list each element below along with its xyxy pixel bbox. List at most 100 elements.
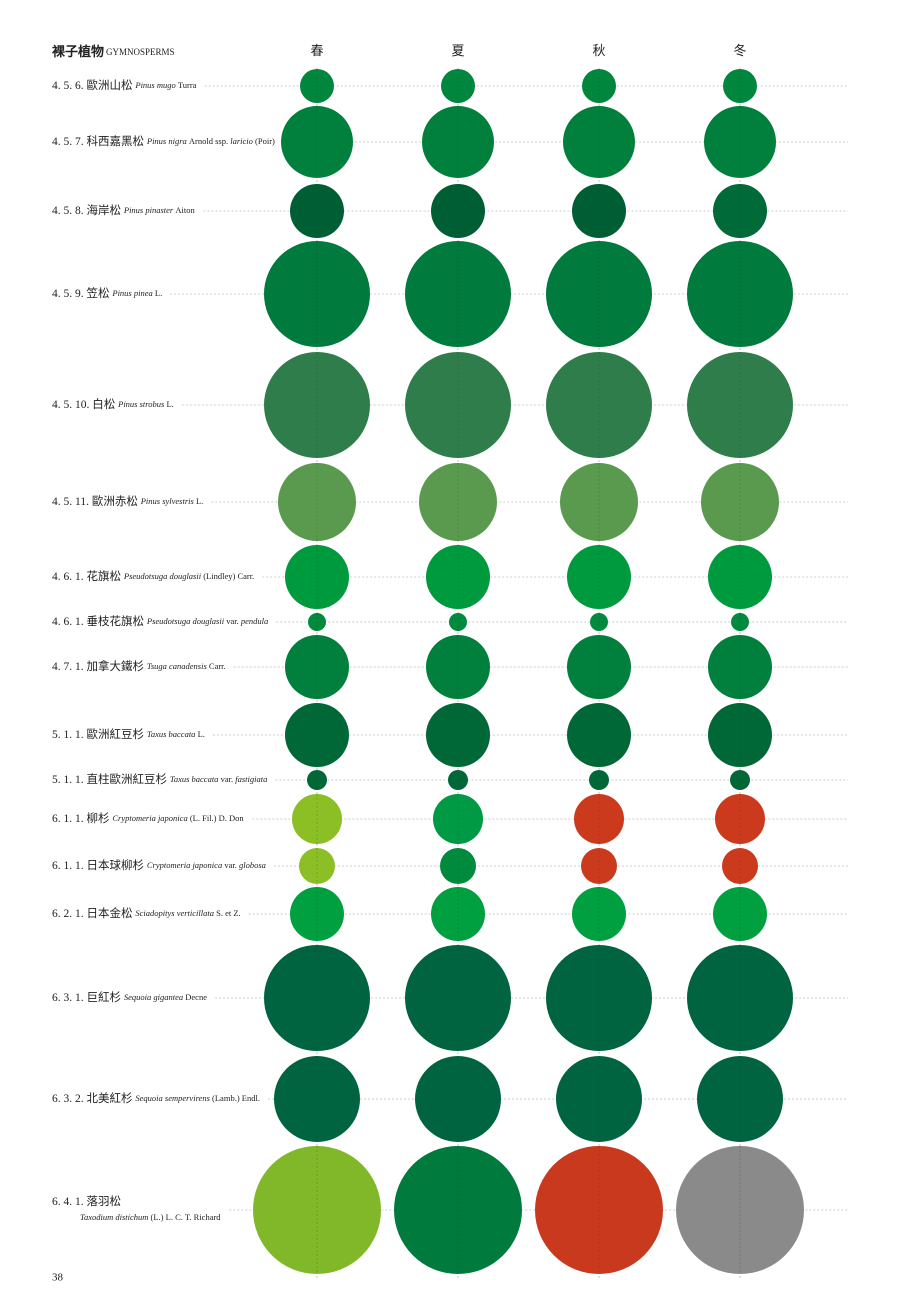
label-part: L. <box>198 729 205 739</box>
tree-circle <box>431 887 485 941</box>
label-part: var. <box>226 616 241 626</box>
tree-circle <box>713 184 767 238</box>
header: 裸子植物 GYMNOSPERMS <box>52 44 175 59</box>
row-label: 6. 3. 2. 北美紅杉 Sequoia sempervirens (Lamb… <box>52 1091 260 1105</box>
row-label: 5. 1. 1. 直柱歐洲紅豆杉 Taxus baccata var. fast… <box>52 772 267 786</box>
tree-circle <box>708 545 772 609</box>
tree-circle <box>285 635 349 699</box>
label-part: Pseudotsuga douglasii <box>123 571 203 581</box>
label-part: var. <box>224 860 239 870</box>
tree-circle <box>715 794 765 844</box>
label-part: globosa <box>239 860 266 870</box>
row-label: Taxodium distichum (L.) L. C. T. Richard <box>80 1212 221 1222</box>
row-label: 4. 6. 1. 垂枝花旗松 Pseudotsuga douglasii var… <box>52 614 268 628</box>
tree-circle <box>731 613 749 631</box>
label-part: Cryptomeria japonica <box>147 860 224 870</box>
label-part: 6. 3. 1. 巨紅杉 <box>52 990 124 1004</box>
label-part: 6. 4. 1. 落羽松 <box>52 1194 121 1208</box>
row-label: 6. 4. 1. 落羽松 <box>52 1194 121 1208</box>
row-label: 4. 5. 11. 歐洲赤松 Pinus sylvestris L. <box>52 494 203 508</box>
tree-circle <box>713 887 767 941</box>
label-part: Sequoia gigantea <box>124 992 185 1002</box>
label-part: Sciadopitys verticillata <box>135 908 216 918</box>
tree-circle <box>426 635 490 699</box>
label-part: 5. 1. 1. 直柱歐洲紅豆杉 <box>52 772 170 786</box>
label-part: 5. 1. 1. 歐洲紅豆杉 <box>52 727 147 741</box>
tree-circle <box>433 794 483 844</box>
label-part: fastigiata <box>235 774 267 784</box>
tree-circle <box>687 945 793 1051</box>
tree-circle <box>687 352 793 458</box>
label-part: 4. 7. 1. 加拿大鐵杉 <box>52 659 147 673</box>
label-part: pendula <box>240 616 268 626</box>
label-part: 4. 5. 9. 笠松 <box>52 286 112 300</box>
label-part: 4. 5. 7. 科西嘉黑松 <box>52 134 147 148</box>
label-part: Pinus mugo <box>134 80 178 90</box>
tree-circle <box>567 545 631 609</box>
tree-circle <box>285 703 349 767</box>
label-part: L. <box>166 399 173 409</box>
tree-circle <box>307 770 327 790</box>
tree-circle <box>285 545 349 609</box>
tree-circle <box>590 613 608 631</box>
tree-circle <box>264 241 370 347</box>
tree-circle <box>556 1056 642 1142</box>
label-part: 6. 3. 2. 北美紅杉 <box>52 1091 135 1105</box>
tree-circle <box>299 848 335 884</box>
tree-circle <box>419 463 497 541</box>
label-part: 4. 5. 8. 海岸松 <box>52 203 124 217</box>
row-label: 4. 5. 7. 科西嘉黑松 Pinus nigra Arnold ssp. l… <box>52 134 275 148</box>
tree-circle <box>431 184 485 238</box>
label-part: 4. 6. 1. 垂枝花旗松 <box>52 614 147 628</box>
label-part: var. <box>221 774 236 784</box>
label-part: Pinus strobus <box>117 399 166 409</box>
tree-circle <box>426 545 490 609</box>
tree-circle <box>567 635 631 699</box>
row-label: 6. 1. 1. 柳杉 Cryptomeria japonica (L. Fil… <box>52 811 244 825</box>
label-part: S. et Z. <box>216 908 241 918</box>
row-label: 4. 5. 10. 白松 Pinus strobus L. <box>52 397 174 411</box>
tree-circle <box>708 703 772 767</box>
tree-circle <box>574 794 624 844</box>
header-title: 裸子植物 <box>52 44 104 59</box>
label-part: Tsuga canadensis <box>147 661 209 671</box>
label-part: Pinus pinaster <box>123 205 175 215</box>
tree-circle <box>281 106 353 178</box>
label-part: Cryptomeria japonica <box>112 813 189 823</box>
season-header: 夏 <box>451 43 464 58</box>
label-part: 4. 5. 6. 歐洲山松 <box>52 78 135 92</box>
tree-circle <box>563 106 635 178</box>
tree-circle <box>567 703 631 767</box>
tree-circle <box>730 770 750 790</box>
label-part: laricio <box>230 136 255 146</box>
tree-circle <box>723 69 757 103</box>
tree-circle <box>676 1146 804 1274</box>
label-part: (L.) L. C. T. Richard <box>151 1212 222 1222</box>
tree-circle <box>722 848 758 884</box>
page-number: 38 <box>52 1272 64 1284</box>
row-label: 4. 5. 8. 海岸松 Pinus pinaster Aiton <box>52 203 195 217</box>
tree-circle <box>572 887 626 941</box>
tree-circle <box>701 463 779 541</box>
row-label: 4. 7. 1. 加拿大鐵杉 Tsuga canadensis Carr. <box>52 659 226 673</box>
tree-circle <box>589 770 609 790</box>
tree-circle <box>546 945 652 1051</box>
season-header: 冬 <box>733 43 746 58</box>
season-header: 春 <box>310 43 323 58</box>
label-part: (Lindley) Carr. <box>203 571 254 581</box>
label-part: Carr. <box>209 661 226 671</box>
label-part: Aiton <box>175 205 195 215</box>
tree-circle <box>560 463 638 541</box>
tree-circle <box>264 945 370 1051</box>
label-part: L. <box>155 288 162 298</box>
label-part: (L. Fil.) D. Don <box>190 813 245 823</box>
row-label: 5. 1. 1. 歐洲紅豆杉 Taxus baccata L. <box>52 727 205 741</box>
tree-circle <box>394 1146 522 1274</box>
row-label: 4. 5. 9. 笠松 Pinus pinea L. <box>52 286 162 300</box>
tree-circle <box>422 106 494 178</box>
tree-circle <box>308 613 326 631</box>
label-part: 4. 6. 1. 花旗松 <box>52 569 124 583</box>
tree-circle <box>274 1056 360 1142</box>
tree-circle <box>708 635 772 699</box>
